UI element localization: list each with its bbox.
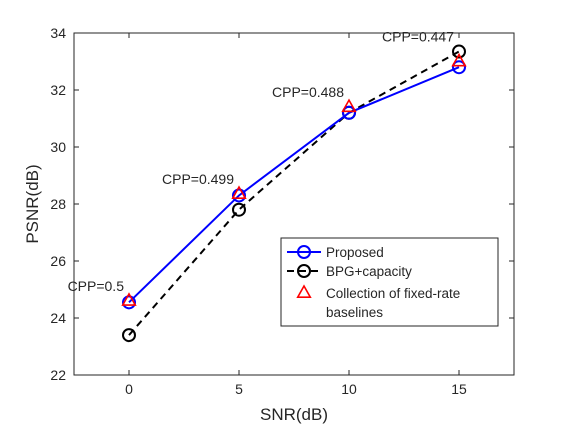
cpp-annotation: CPP=0.488: [272, 84, 344, 100]
legend-marker-sample: [297, 264, 311, 278]
x-tick-label: 0: [125, 381, 133, 397]
y-tick-label: 28: [50, 196, 66, 212]
ticks-layer: 0 5 10 15 22 24 26 28 30 32 34: [50, 25, 514, 397]
legend-label: BPG+capacity: [326, 264, 412, 279]
data-point: [451, 52, 467, 67]
series-0: [122, 60, 466, 310]
legend-entry-0: Proposed: [287, 245, 384, 260]
series-2: [121, 52, 467, 306]
legend-label-line: Collection of fixed-rate: [326, 286, 460, 301]
annotation-layer: CPP=0.5 CPP=0.499 CPP=0.488 CPP=0.447: [68, 29, 455, 294]
legend-label: Proposed: [326, 245, 384, 260]
x-axis-label: SNR(dB): [260, 405, 328, 424]
data-point: [452, 60, 466, 75]
data-point: [452, 44, 466, 59]
legend: Proposed BPG+capacity Collection of fixed-…: [280, 237, 499, 327]
data-point: [232, 202, 246, 217]
data-point: [122, 328, 136, 343]
legend-label-line: baselines: [326, 305, 383, 320]
plot-frame: [73, 32, 515, 376]
y-tick-label: 26: [50, 253, 66, 269]
legend-entry-1: BPG+capacity: [287, 264, 412, 279]
legend-marker-sample: [297, 245, 311, 259]
data-point: [122, 295, 136, 310]
data-point: [232, 188, 246, 203]
data-point: [341, 98, 357, 113]
cpp-annotation: CPP=0.499: [162, 171, 234, 187]
legend-marker-sample: [296, 284, 312, 299]
series-line: [128, 66, 460, 304]
series-line: [128, 50, 460, 336]
cpp-annotation: CPP=0.447: [382, 29, 454, 45]
y-tick-label: 22: [50, 367, 66, 383]
y-tick-label: 34: [50, 25, 66, 41]
y-tick-label: 30: [50, 139, 66, 155]
data-point: [121, 292, 137, 306]
data-point: [342, 105, 356, 120]
x-tick-label: 5: [235, 381, 243, 397]
x-tick-label: 10: [341, 381, 357, 397]
y-tick-label: 32: [50, 82, 66, 98]
y-axis-label: PSNR(dB): [23, 164, 42, 243]
data-point: [231, 185, 247, 200]
series-layer: [121, 44, 467, 343]
legend-entry-2: Collection of fixed-rate baselines: [296, 284, 460, 320]
y-tick-label: 24: [50, 310, 66, 326]
x-tick-label: 15: [451, 381, 467, 397]
cpp-annotation: CPP=0.5: [68, 278, 125, 294]
